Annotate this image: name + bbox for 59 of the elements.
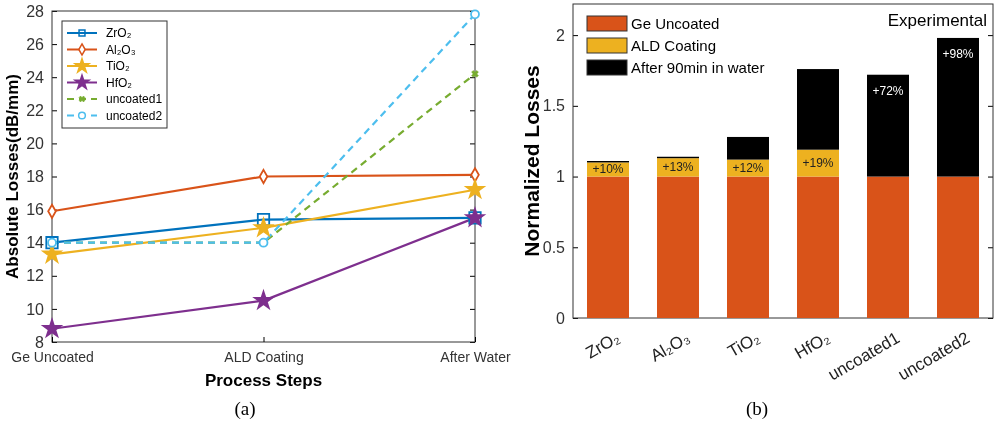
y-tick-label: 8 [35,333,45,351]
y-tick-label: 0.5 [542,238,566,256]
annotation: Experimental [887,11,987,30]
y-tick-label: 28 [26,2,45,20]
bar [797,69,839,150]
point [463,178,487,200]
x-axis-title: Process Steps [204,371,323,390]
y-tick-label: 16 [26,201,45,219]
y-tick-label: 22 [26,101,45,119]
point [258,169,269,184]
text: (a) [234,398,256,420]
bar [727,136,769,160]
y-tick-label: 18 [26,168,45,186]
y-tick-label: 14 [26,234,45,252]
x-tick-label: Ge Uncoated [11,348,94,365]
y-tick-label: 20 [26,135,45,153]
legend-label: After 90min in water [631,59,765,76]
x-tick-label: HfO₂ [791,328,833,364]
y-tick-label: 12 [26,267,45,285]
bar [727,176,769,318]
x-tick-label: After Water [440,348,511,365]
legend-label: ZrO₂ [106,26,132,40]
x-tick-label: ZrO₂ [582,328,623,363]
legend-label: uncoated2 [106,108,163,123]
data-label: +13% [662,160,694,175]
data-label: +19% [802,156,834,171]
x-tick-label: Al₂O₃ [647,328,693,366]
x-tick-label: TiO₂ [724,328,763,362]
y-tick-label: 24 [26,68,45,86]
text: (b) [745,398,769,420]
y-axis-title: Normalized Losses [520,65,543,257]
legend-label: Ge Uncoated [631,15,720,32]
data-label: +10% [592,162,624,177]
y-tick-label: 2 [556,26,566,44]
y-tick-label: 0 [556,309,566,327]
bar [867,176,909,318]
y-tick-label: 1 [556,168,566,186]
bar [937,37,979,177]
data-label: +98% [942,46,974,61]
point [471,70,479,78]
legend-label: Al₂O₃ [106,42,136,57]
point [463,206,487,228]
x-tick-label: ALD Coating [224,348,304,365]
bar [937,176,979,318]
bar [797,176,839,318]
bar [867,74,909,177]
y-axis-title: Absolute Losses(dB/mm) [3,74,22,279]
legend-label: uncoated1 [106,92,163,106]
y-tick-label: 10 [26,300,45,318]
bar [587,176,629,318]
point [470,9,480,20]
data-label: +72% [872,83,904,98]
y-tick-label: 26 [26,35,45,53]
legend-label: HfO₂ [106,75,133,90]
legend-label: ALD Coating [631,37,717,54]
bar [657,176,699,318]
data-label: +12% [732,161,764,176]
y-tick-label: 1.5 [542,97,566,115]
legend-label: TiO₂ [106,59,130,73]
